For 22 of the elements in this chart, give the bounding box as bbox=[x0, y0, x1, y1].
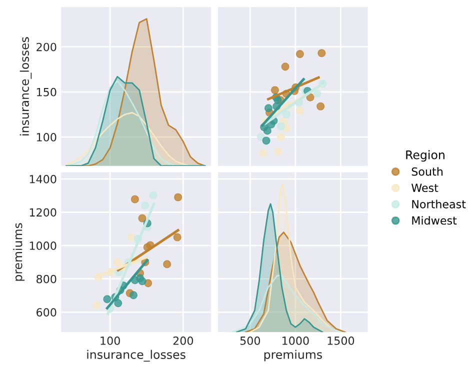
x-tick-label: 500 bbox=[240, 336, 260, 345]
y-tick-label: 1000 bbox=[30, 242, 56, 250]
x-axis-title: insurance_losses bbox=[87, 350, 186, 362]
y-axis-title: premiums bbox=[13, 223, 25, 281]
y-tick-label: 150 bbox=[36, 88, 56, 96]
legend-title: Region bbox=[406, 150, 444, 162]
x-axis-title: premiums bbox=[264, 350, 322, 362]
y-tick-label: 200 bbox=[36, 42, 56, 52]
x-tick-label: 200 bbox=[173, 336, 194, 345]
legend-label: South bbox=[412, 167, 442, 176]
legend-label: West bbox=[411, 184, 438, 192]
x-tick-label: 1000 bbox=[282, 336, 309, 345]
legend-label: Midwest bbox=[412, 216, 457, 225]
x-tick-label: 100 bbox=[100, 336, 120, 345]
x-tick-label: 1500 bbox=[328, 336, 354, 345]
y-tick-label: 1200 bbox=[30, 208, 56, 217]
y-tick-label: 800 bbox=[36, 274, 56, 284]
legend-label: Northeast bbox=[412, 200, 466, 208]
y-tick-label: 100 bbox=[36, 132, 56, 142]
y-axis-title: insurance_losses bbox=[20, 37, 32, 136]
y-tick-label: 600 bbox=[36, 308, 56, 317]
y-tick-label: 1400 bbox=[30, 174, 56, 184]
